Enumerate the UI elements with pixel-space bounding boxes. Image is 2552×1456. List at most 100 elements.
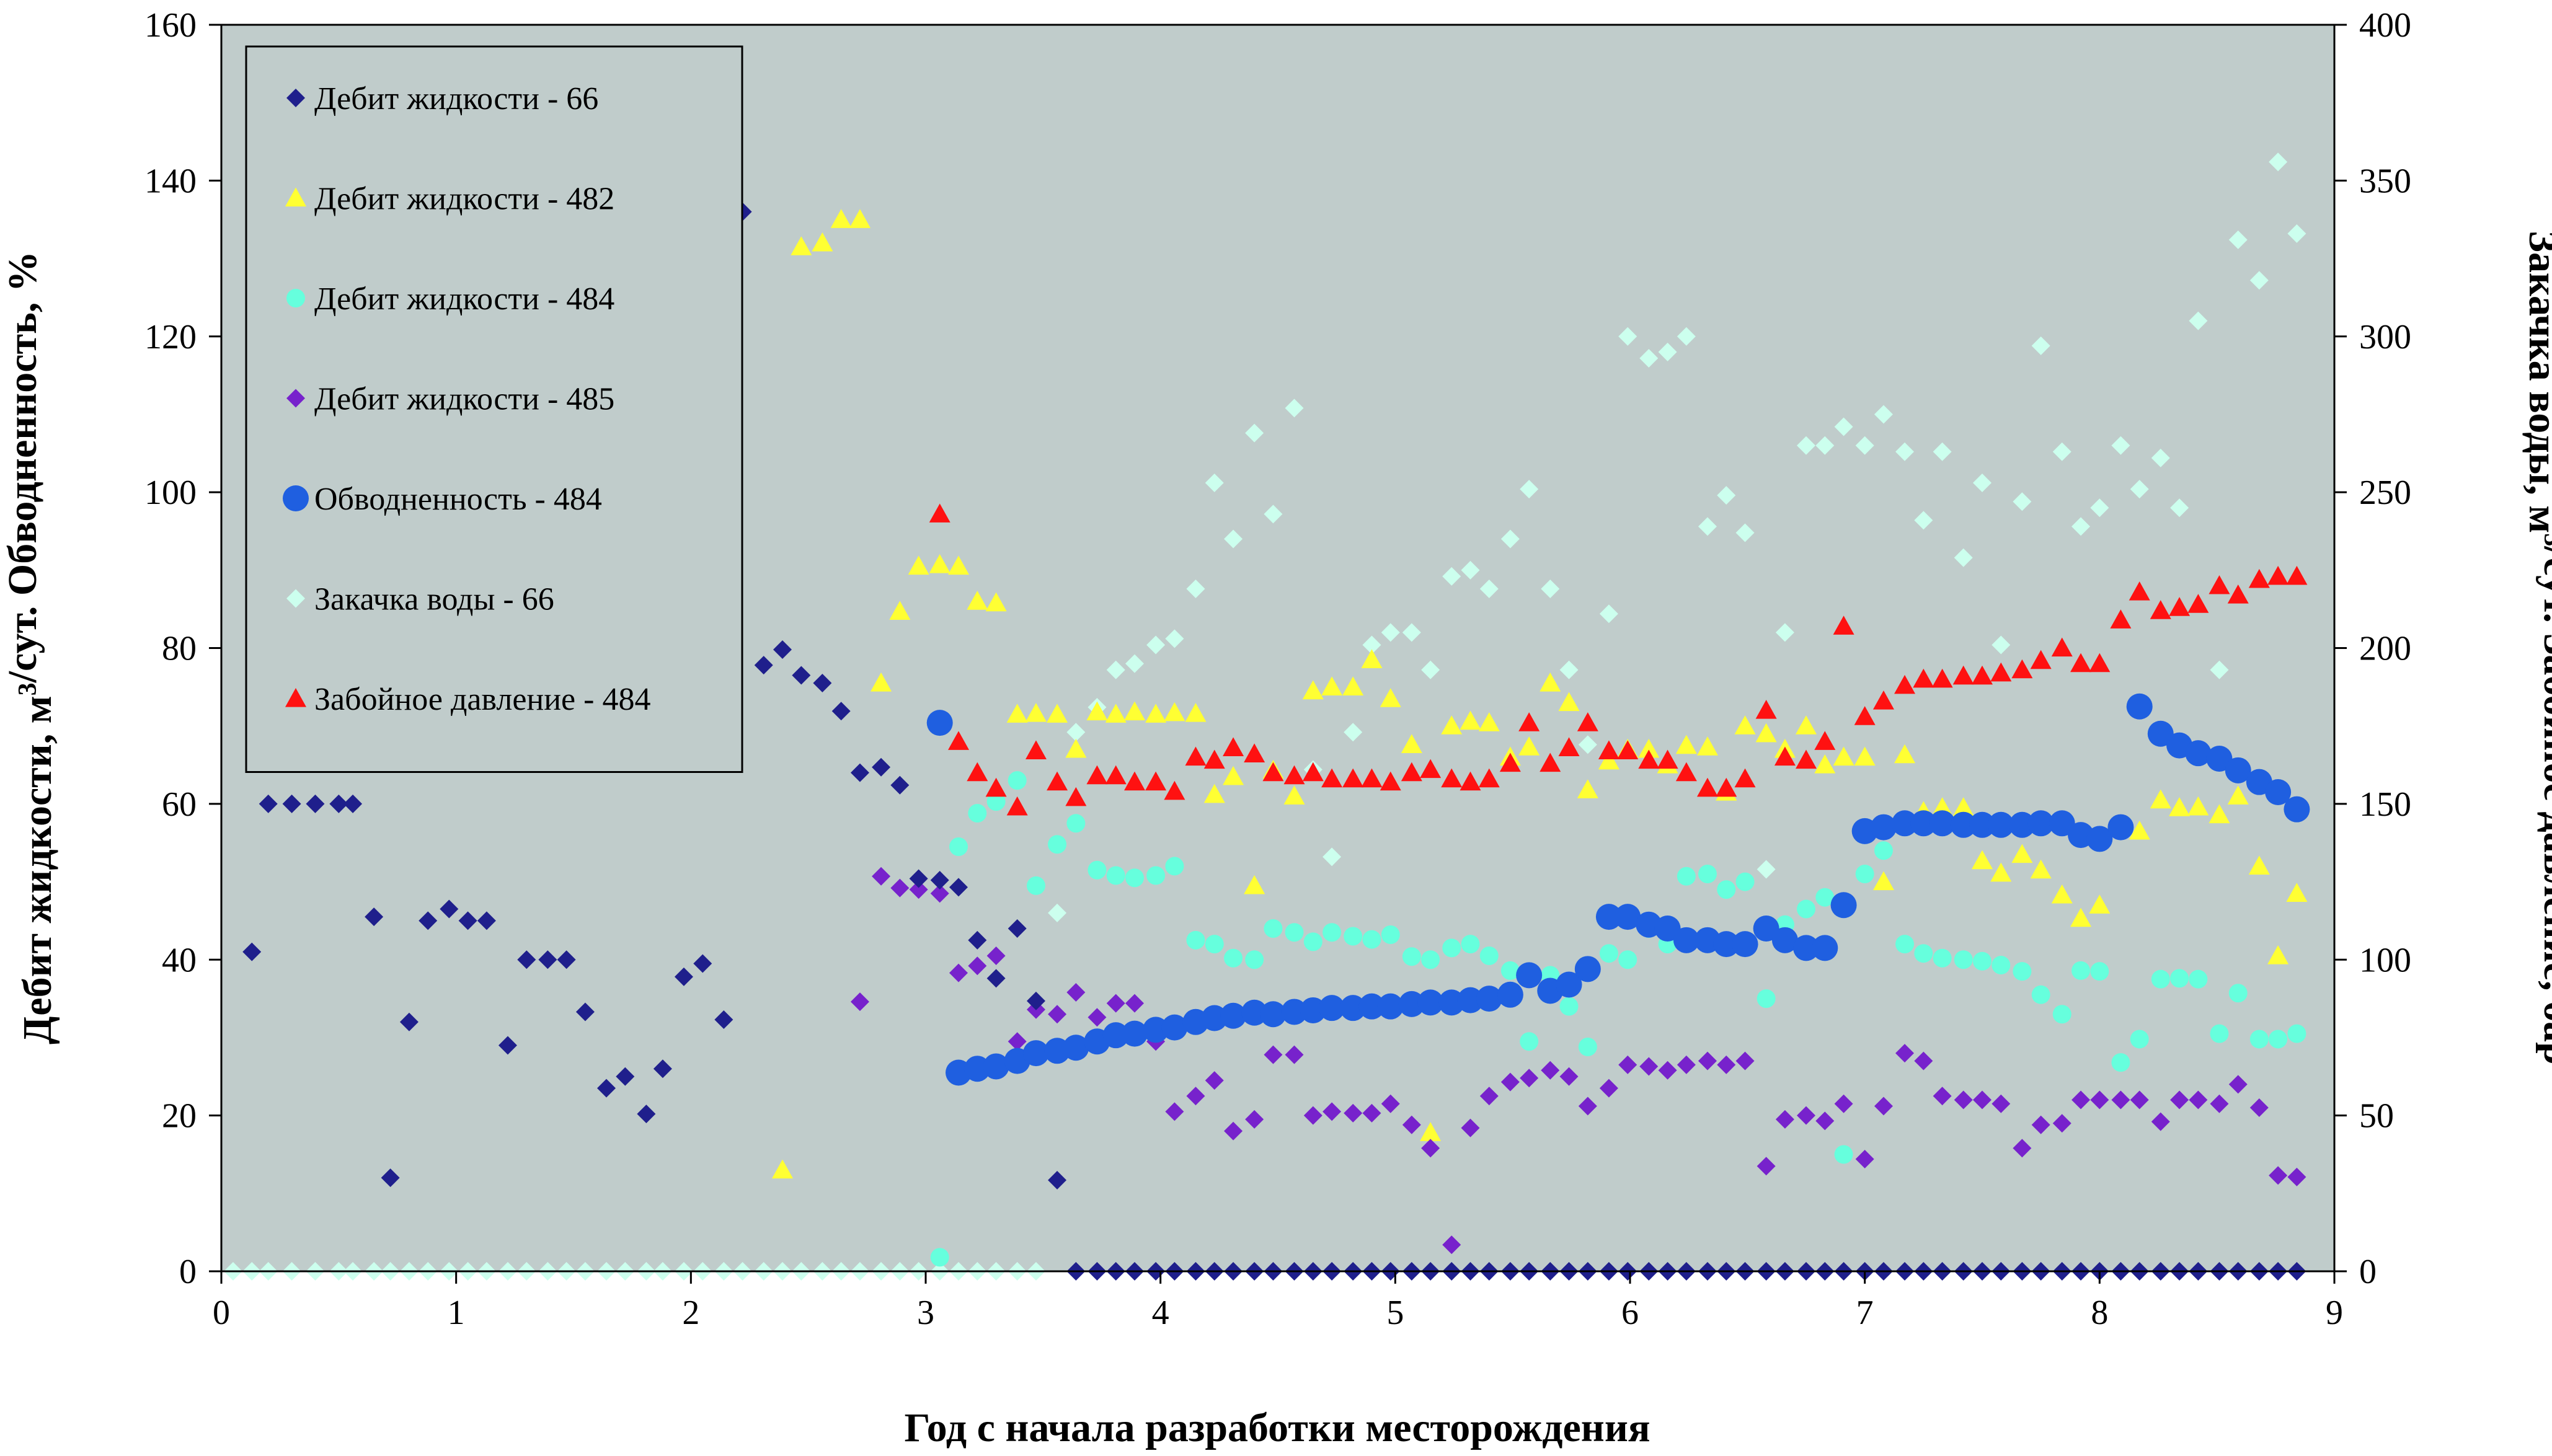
data-point [1796,715,1817,735]
data-point [2009,811,2036,838]
data-point [1285,1045,1304,1064]
data-point [1146,866,1166,885]
data-point [1895,442,1915,461]
data-point [1833,746,1854,766]
data-point [1814,731,1836,750]
y-right-tick-label: 400 [2359,6,2411,45]
data-point [2013,962,2032,981]
data-point [2185,740,2212,767]
data-point [1088,860,1107,880]
data-point [1717,880,1736,899]
data-point [1006,704,1028,723]
data-point [1716,777,1737,797]
data-point [1639,348,1659,368]
data-point [1870,814,1897,841]
data-point [1285,923,1304,942]
data-point [1895,935,1915,954]
data-point [2286,883,2308,902]
data-point [1421,950,1440,969]
data-point [1025,703,1047,722]
series-3 [850,867,2306,1255]
data-point [1793,935,1819,961]
data-point [2090,962,2109,981]
data-point [948,731,970,750]
data-point [2071,961,2091,980]
data-point [419,911,438,930]
data-point [1344,723,1363,742]
x-tick-label: 7 [1856,1294,1874,1332]
data-point [1914,511,1933,530]
data-point [967,762,988,782]
data-point [1106,866,1125,885]
data-point [2210,1024,2229,1043]
data-point [1008,1032,1027,1051]
data-point [1303,932,1323,951]
data-point [1165,857,1184,876]
data-point [1380,688,1401,707]
y-left-tick-label: 160 [144,6,197,45]
data-point [1992,956,2011,975]
data-point [575,1002,595,1021]
data-point [2031,336,2050,355]
data-point [1698,517,1717,536]
data-point [2126,693,2153,720]
data-point [1186,930,1205,950]
data-point [929,503,950,523]
data-point [1735,872,1755,891]
data-point [1516,962,1543,989]
data-point [1340,995,1367,1021]
data-point [1577,779,1598,798]
data-point [2189,1090,2208,1110]
data-point [1796,749,1817,769]
data-point [2111,1090,2130,1110]
data-point [2089,894,2111,914]
data-point [2287,1167,2306,1186]
data-point [2170,498,2189,518]
data-point [1460,710,1481,730]
data-point [1973,1090,1992,1110]
data-point [1698,864,1717,883]
data-point [1973,951,1992,971]
data-point [1753,915,1779,942]
data-point [2052,1005,2071,1024]
data-point [2049,810,2075,837]
data-point [2110,609,2132,629]
data-point [2228,1075,2248,1094]
data-point [930,884,949,903]
data-point [1264,1045,1283,1064]
data-point [1165,1102,1184,1121]
data-point [1006,796,1028,816]
data-point [1205,935,1224,954]
data-point [1063,1035,1089,1061]
data-point [1065,787,1087,806]
data-point [1972,850,1993,870]
data-point [1342,676,1364,695]
data-point [1929,810,1956,837]
data-point [930,1248,949,1267]
data-point [2209,575,2230,594]
data-point [948,555,970,575]
data-point [1362,635,1381,655]
data-point [653,1059,672,1079]
data-point [1559,660,1579,679]
data-point [1734,715,1756,735]
data-point [1457,987,1484,1013]
data-point [1203,783,1225,803]
data-point [1952,797,1974,816]
data-point [2267,945,2289,964]
data-point [1224,529,1243,549]
data-point [929,554,950,573]
data-point [1203,749,1225,769]
data-point [2210,660,2229,679]
data-point [2089,653,2111,673]
data-point [1834,1145,1853,1164]
x-tick-label: 6 [1621,1294,1639,1332]
data-point [1344,1103,1363,1123]
data-point [813,674,832,693]
data-point [1381,925,1400,945]
legend-marker [283,485,309,511]
data-point [1461,560,1480,580]
data-point [2249,1098,2269,1118]
data-point [343,794,363,813]
data-point [2249,271,2269,290]
